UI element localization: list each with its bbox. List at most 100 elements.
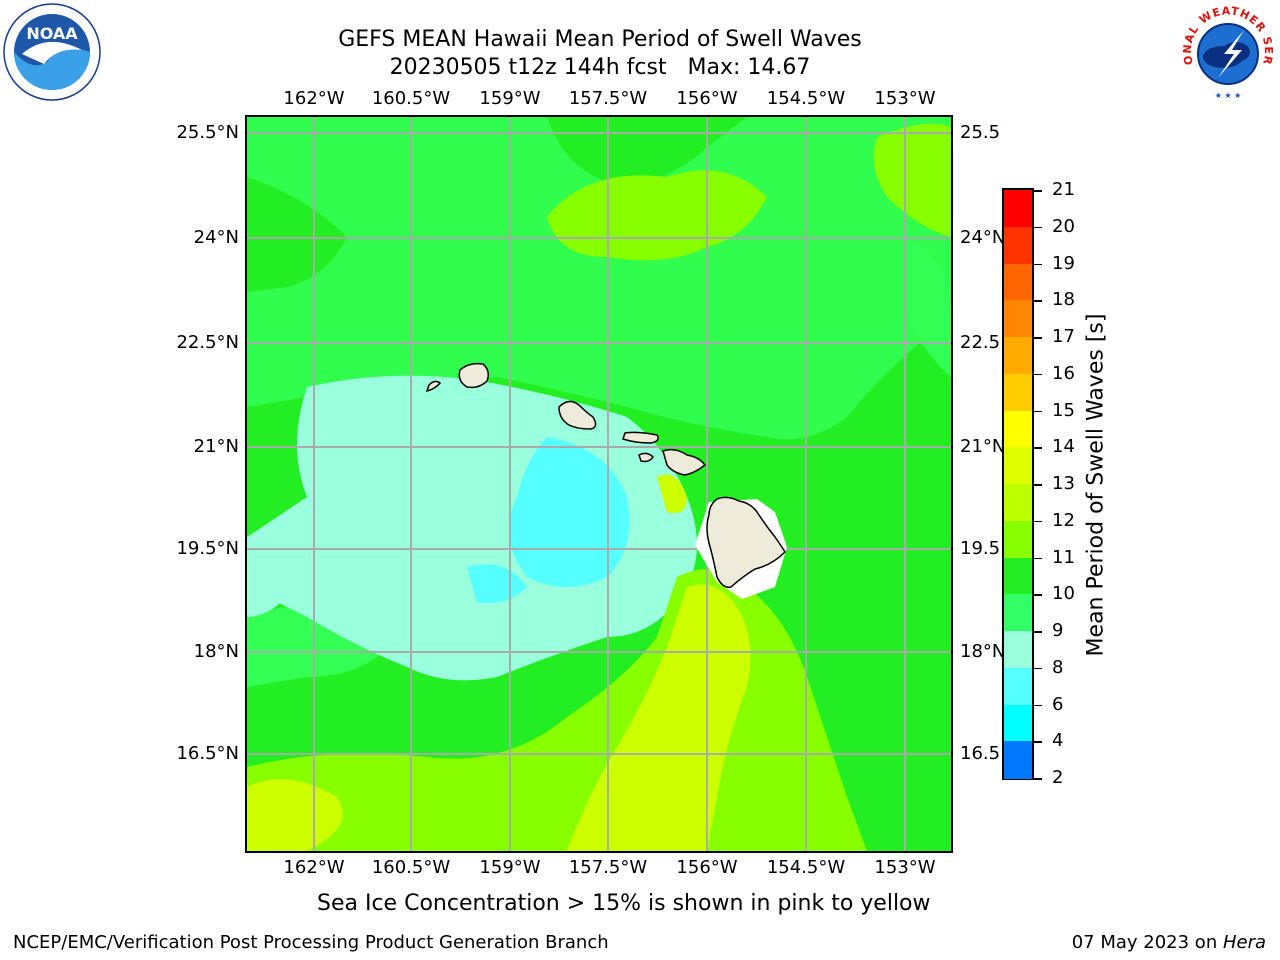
island-hawaii: [706, 496, 786, 589]
chart-subtitle: 20230505 t12z 144h fcst Max: 14.67: [389, 55, 811, 80]
colorbar-tick-label: 15: [1052, 399, 1075, 421]
colorbar-segment: [1004, 410, 1032, 448]
colorbar-tick-mark: [1034, 667, 1042, 670]
colorbar-tick-label: 9: [1052, 620, 1064, 641]
colorbar-tick-mark: [1034, 741, 1042, 743]
latitude-label-right: 24°N: [960, 227, 1002, 248]
colorbar-tick-mark: [1034, 190, 1042, 192]
footer-date-text: 07 May 2023 on: [1071, 932, 1223, 953]
colorbar-segment: [1004, 300, 1032, 338]
colorbar-tick-mark: [1034, 337, 1042, 339]
colorbar-tick-label: 14: [1052, 436, 1075, 458]
longitude-label-bottom: 156°W: [676, 857, 738, 878]
colorbar-segment: [1004, 263, 1032, 301]
colorbar-segment: [1004, 484, 1032, 522]
latitude-label-left: 24°N: [193, 227, 239, 248]
island-maui: [662, 448, 707, 476]
footer-machine: Hera: [1222, 932, 1266, 953]
longitude-label-bottom: 159°W: [479, 857, 541, 878]
island-molokai: [622, 431, 659, 444]
colorbar-segment: [1004, 226, 1032, 264]
latitude-label-right: 16.5°: [960, 743, 1002, 764]
longitude-label-bottom: 153°W: [874, 857, 936, 878]
field-aqua-west: [247, 574, 287, 617]
longitude-label-bottom: 154.5°W: [766, 857, 846, 878]
colorbar-segment: [1004, 704, 1032, 742]
latitude-label-right: 21°N: [960, 436, 1002, 457]
island-lanai: [638, 452, 654, 463]
field-lime-northeast: [873, 123, 951, 237]
colorbar-segment: [1004, 631, 1032, 669]
colorbar-tick-mark: [1034, 226, 1042, 229]
colorbar-tick-label: 21: [1052, 179, 1075, 200]
colorbar-tick-label: 2: [1052, 767, 1064, 788]
colorbar-segment: [1004, 667, 1032, 705]
colorbar-segment: [1004, 557, 1032, 595]
longitude-label-top: 156°W: [676, 88, 738, 109]
colorbar-tick-label: 13: [1052, 473, 1075, 494]
colorbar-tick-mark: [1034, 263, 1042, 265]
field-yellow-southwest: [247, 779, 343, 851]
latitude-label-left: 25.5°N: [176, 122, 239, 143]
colorbar-tick-mark: [1034, 557, 1042, 559]
colorbar-segment: [1004, 337, 1032, 375]
colorbar-tick-mark: [1034, 778, 1042, 780]
latitude-label-left: 16.5°N: [176, 743, 239, 764]
colorbar-tick-mark: [1034, 594, 1042, 596]
svg-text:★ ★ ★: ★ ★ ★: [1215, 91, 1242, 100]
field-green-east: [807, 397, 951, 851]
latitude-label-left: 21°N: [193, 436, 239, 457]
colorbar: [1002, 188, 1034, 780]
footer-date: 07 May 2023 on Hera: [1072, 932, 1266, 953]
longitude-label-top: 153°W: [874, 88, 936, 109]
map-panel: [245, 115, 953, 853]
graticule: [247, 117, 951, 851]
longitude-label-bottom: 162°W: [283, 857, 345, 878]
colorbar-tick-mark: [1034, 300, 1042, 302]
colorbar-tick-mark: [1034, 520, 1042, 523]
longitude-label-bottom: 157.5°W: [568, 857, 648, 878]
colorbar-tick-mark: [1034, 447, 1042, 449]
colorbar-tick-label: 16: [1052, 362, 1075, 384]
sea-ice-note: Sea Ice Concentration > 15% is shown in …: [317, 891, 931, 916]
swell-period-field: [247, 117, 951, 851]
island-kauai: [458, 362, 490, 389]
field-yellow-maui-lee: [657, 474, 687, 513]
latitude-label-left: 19.5°N: [176, 538, 239, 559]
nws-logo: NATIONAL WEATHER SERVICE ★ ★ ★: [1178, 2, 1275, 100]
longitude-label-top: 159°W: [479, 88, 541, 109]
colorbar-segment: [1004, 447, 1032, 485]
colorbar-segment: [1004, 190, 1032, 228]
colorbar-tick-label: 4: [1052, 730, 1064, 752]
colorbar-tick-label: 20: [1052, 215, 1075, 237]
hawaiian-islands: [425, 362, 786, 589]
colorbar-segment: [1004, 741, 1032, 779]
colorbar-tick-label: 12: [1052, 509, 1075, 531]
colorbar-tick-label: 17: [1052, 326, 1075, 347]
colorbar-title: Mean Period of Swell Waves [s]: [1083, 313, 1109, 657]
longitude-label-bottom: 160.5°W: [371, 857, 451, 878]
noaa-logo-text: NOAA: [26, 24, 78, 43]
field-aqua-spot: [467, 564, 527, 603]
colorbar-tick-label: 6: [1052, 693, 1064, 715]
colorbar-tick-mark: [1034, 410, 1042, 412]
latitude-label-left: 22.5°N: [176, 332, 239, 353]
colorbar-segment: [1004, 520, 1032, 558]
field-patch-green: [247, 177, 347, 292]
longitude-label-top: 162°W: [283, 88, 345, 109]
colorbar-tick-label: 18: [1052, 289, 1075, 311]
latitude-label-right: 22.5°: [960, 332, 1002, 353]
colorbar-tick-label: 11: [1052, 546, 1075, 568]
longitude-label-top: 154.5°W: [766, 88, 846, 109]
colorbar-tick-label: 19: [1052, 252, 1075, 274]
colorbar-segment: [1004, 594, 1032, 632]
colorbar-tick-mark: [1034, 373, 1042, 376]
colorbar-segment: [1004, 373, 1032, 411]
latitude-label-right: 18°N: [960, 641, 1002, 662]
colorbar-tick-mark: [1034, 484, 1042, 486]
chart-title: GEFS MEAN Hawaii Mean Period of Swell Wa…: [338, 27, 862, 52]
footer-producer: NCEP/EMC/Verification Post Processing Pr…: [13, 932, 609, 953]
island-niihau: [425, 380, 442, 393]
field-light-green-north: [247, 117, 951, 440]
latitude-label-right: 19.5°: [960, 538, 1002, 559]
